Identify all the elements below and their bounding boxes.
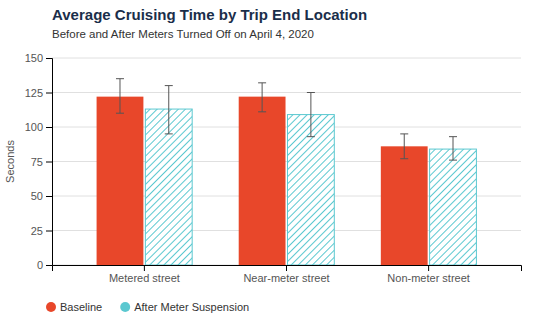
error-bar-cap <box>116 113 124 114</box>
x-tick: Near-meter street <box>243 265 329 284</box>
x-tick-label: Near-meter street <box>243 272 329 284</box>
y-tick-label: 50 <box>31 190 43 202</box>
error-bar-stem <box>404 134 405 159</box>
legend-item: After Meter Suspension <box>120 301 249 313</box>
error-bar-stem <box>262 83 263 112</box>
y-axis: 0 25 50 75 100 125 150 <box>25 52 53 271</box>
error-bar-stem <box>310 93 311 137</box>
error-bar-cap <box>165 133 173 134</box>
error-bar-cap <box>116 78 124 79</box>
y-tick-label: 150 <box>25 52 43 64</box>
legend-swatch <box>46 302 56 312</box>
error-bar-cap <box>307 136 315 137</box>
error-bar-cap <box>258 82 266 83</box>
y-axis-line <box>46 59 53 266</box>
y-tick-label: 125 <box>25 87 43 99</box>
marks <box>97 79 477 265</box>
error-bar-stem <box>453 137 454 160</box>
y-tick: 150 <box>25 52 52 64</box>
error-bar <box>449 137 457 160</box>
x-tick-mark <box>428 265 429 271</box>
error-bar <box>400 134 408 159</box>
plot-area: 0 25 50 75 100 125 150 Metered street Near-meter… <box>25 52 522 284</box>
y-tick: 125 <box>25 87 52 99</box>
legend-label: Baseline <box>60 301 102 313</box>
grid-line <box>52 58 521 59</box>
error-bar-cap <box>449 160 457 161</box>
subtitle: Before and After Meters Turned Off on Ap… <box>52 28 314 40</box>
y-tick-mark <box>46 58 52 59</box>
error-bar-stem <box>119 79 120 114</box>
title: Average Cruising Time by Trip End Locati… <box>52 6 367 23</box>
x-tick-label: Non-meter street <box>387 272 470 284</box>
grid-line <box>52 92 521 93</box>
x-axis: Metered street Near-meter street Non-meter… <box>53 265 522 284</box>
error-bar-cap <box>258 111 266 112</box>
y-axis-title: Seconds <box>4 140 16 183</box>
y-tick-label: 25 <box>31 225 43 237</box>
series <box>145 86 476 265</box>
y-tick-mark <box>46 127 52 128</box>
error-bar <box>258 83 266 112</box>
bar <box>430 149 477 265</box>
legend-item: Baseline <box>46 301 102 313</box>
error-bar <box>307 93 315 137</box>
x-tick: Metered street <box>109 265 180 284</box>
legend-label: After Meter Suspension <box>134 301 249 313</box>
bar <box>97 97 144 265</box>
error-bar-stem <box>168 86 169 134</box>
y-tick-mark <box>46 93 52 94</box>
y-tick: 0 <box>37 259 52 271</box>
y-tick: 75 <box>31 156 52 168</box>
error-bar <box>116 79 124 114</box>
x-axis-line <box>53 266 522 272</box>
y-tick-mark <box>46 265 52 266</box>
error-bar-cap <box>165 85 173 86</box>
legend: Baseline After Meter Suspension <box>46 301 249 313</box>
error-bar-cap <box>449 136 457 137</box>
x-tick-mark <box>144 265 145 271</box>
error-bar-cap <box>400 158 408 159</box>
x-tick-mark <box>286 265 287 271</box>
legend-swatch <box>120 302 130 312</box>
y-tick-label: 0 <box>37 259 43 271</box>
bar <box>239 97 286 265</box>
y-tick: 50 <box>31 190 52 202</box>
bar <box>381 146 428 265</box>
x-tick-label: Metered street <box>109 272 180 284</box>
y-tick: 100 <box>25 121 52 133</box>
bar <box>287 115 334 265</box>
y-tick-label: 75 <box>31 156 43 168</box>
series <box>97 79 428 265</box>
y-tick-mark <box>46 231 52 232</box>
chart: Average Cruising Time by Trip End Locati… <box>0 0 537 327</box>
error-bar-cap <box>307 92 315 93</box>
y-tick-label: 100 <box>25 121 43 133</box>
y-tick: 25 <box>31 225 52 237</box>
grid <box>52 58 521 265</box>
error-bar <box>165 86 173 134</box>
y-tick-mark <box>46 196 52 197</box>
y-tick-mark <box>46 162 52 163</box>
error-bar-cap <box>400 133 408 134</box>
x-tick: Non-meter street <box>387 265 470 284</box>
